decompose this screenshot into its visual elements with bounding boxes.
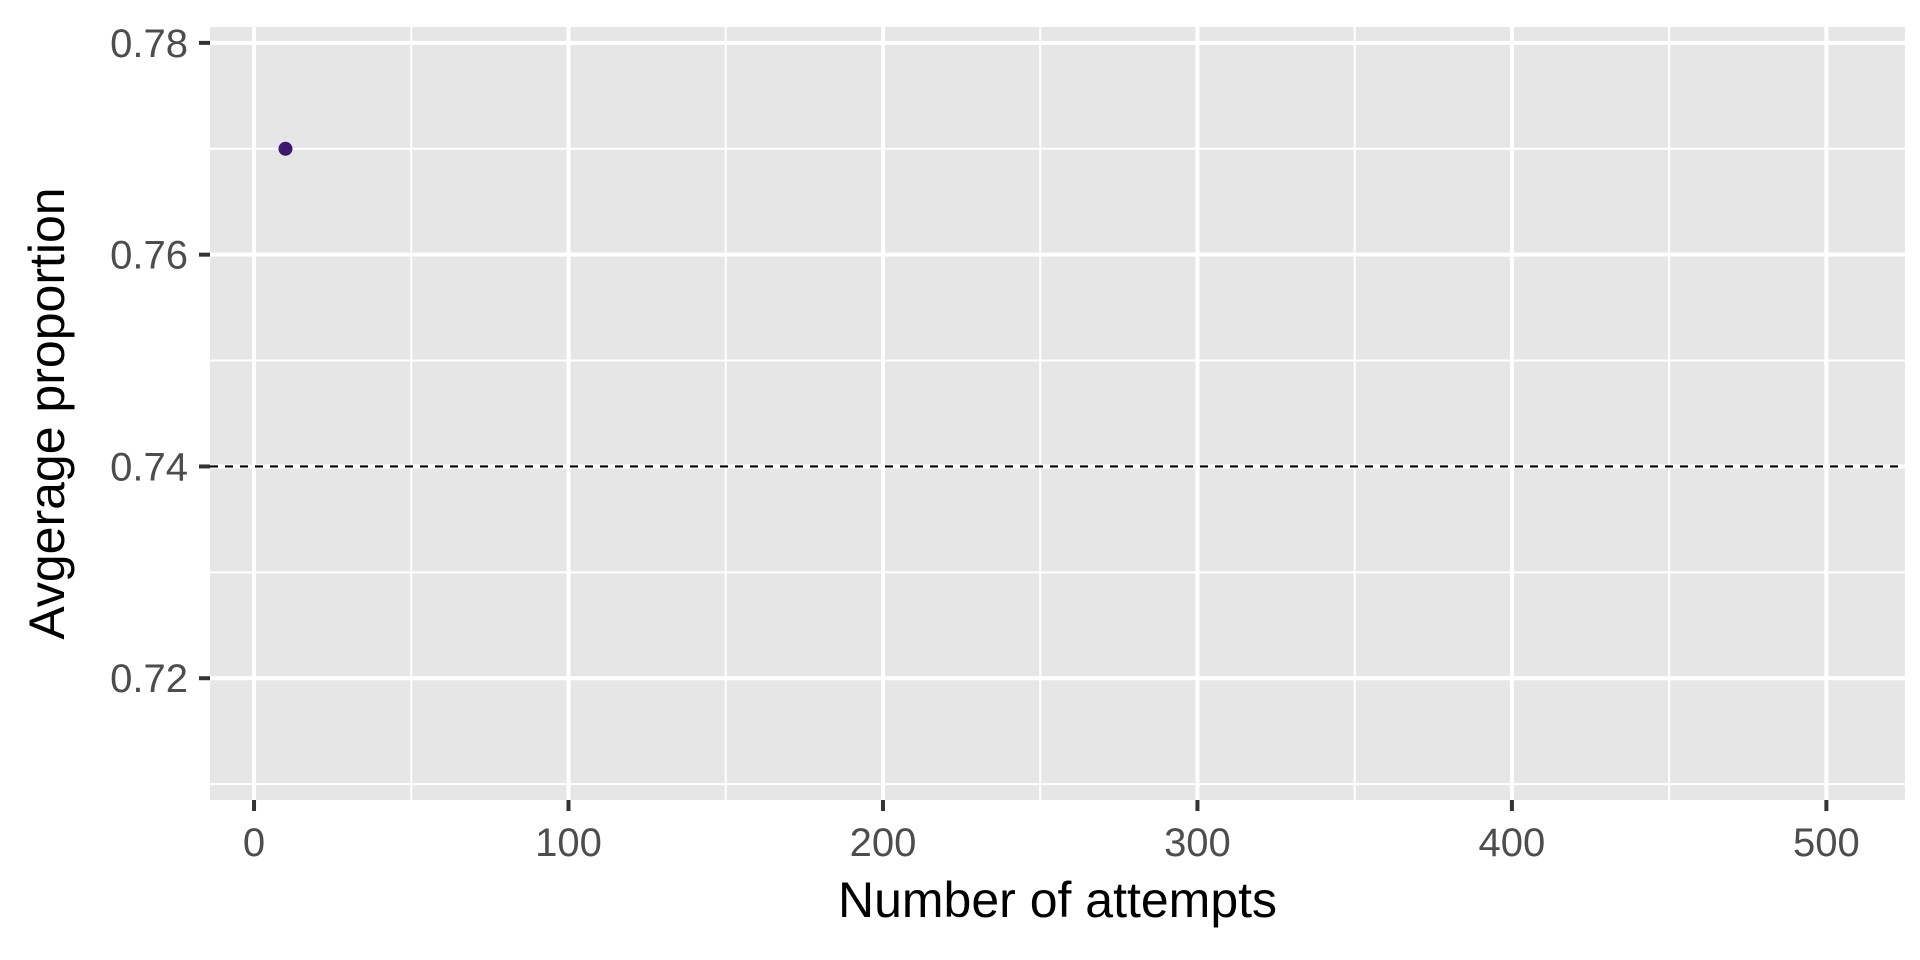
x-tick-label: 400 bbox=[1479, 821, 1546, 865]
y-tick-label: 0.74 bbox=[110, 445, 188, 489]
x-axis: 0 100 200 300 400 500 bbox=[243, 800, 1860, 865]
minor-gridlines bbox=[210, 27, 1905, 800]
data-point bbox=[278, 141, 293, 156]
data-points bbox=[278, 141, 293, 156]
x-axis-title: Number of attempts bbox=[838, 872, 1277, 928]
y-tick-label: 0.78 bbox=[110, 22, 188, 66]
x-tick-label: 300 bbox=[1164, 821, 1231, 865]
y-axis: 0.72 0.74 0.76 0.78 bbox=[110, 22, 210, 701]
y-tick-label: 0.72 bbox=[110, 657, 188, 701]
y-tick-label: 0.76 bbox=[110, 234, 188, 278]
x-tick-label: 0 bbox=[243, 821, 265, 865]
plot-panel bbox=[210, 27, 1905, 800]
y-axis-title: Avgerage proportion bbox=[19, 187, 75, 639]
x-tick-label: 500 bbox=[1793, 821, 1860, 865]
x-tick-label: 100 bbox=[535, 821, 602, 865]
x-tick-label: 200 bbox=[850, 821, 917, 865]
